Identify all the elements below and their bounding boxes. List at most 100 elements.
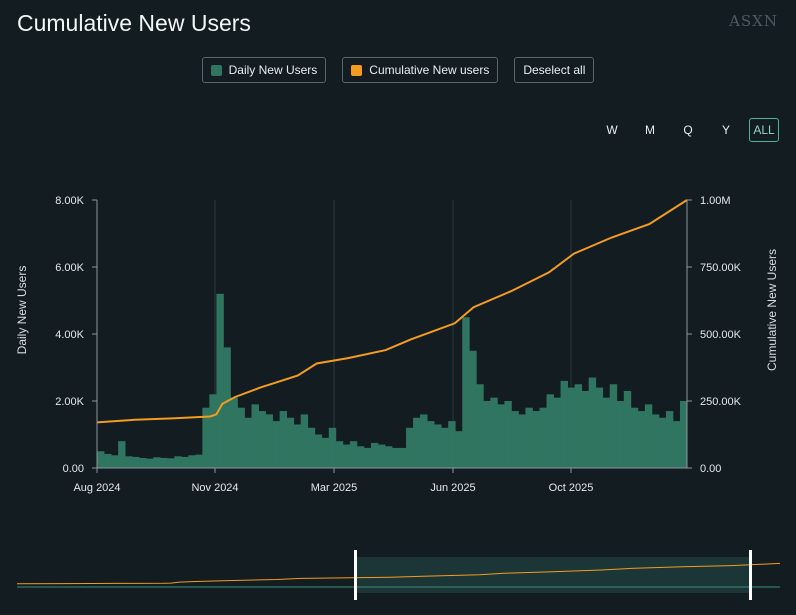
daily-bar (441, 427, 449, 468)
daily-bar (504, 401, 512, 468)
legend-cumulative-swatch (351, 64, 363, 76)
daily-bar (258, 411, 266, 468)
axes: Aug 2024 Nov 2024 Mar 2025 Jun 2025 Oct 2025… (55, 195, 741, 494)
daily-bar (434, 424, 442, 468)
legend-daily-new-users-button[interactable]: Daily New Users (201, 57, 327, 83)
range-button-month[interactable]: M (645, 123, 655, 137)
daily-bar (525, 407, 533, 468)
y-right-axis-label: Cumulative New Users (765, 249, 779, 371)
daily-bar (125, 456, 133, 468)
daily-bar (328, 427, 337, 468)
legend-cumulative-label: Cumulative New users (369, 63, 490, 77)
daily-bar (160, 457, 168, 468)
daily-bar (293, 424, 302, 468)
x-tick-label: Jun 2025 (430, 482, 475, 494)
range-button-quarter[interactable]: Q (683, 123, 693, 137)
y-right-tick-label: 750.00K (700, 262, 742, 274)
daily-bar (279, 411, 288, 468)
daily-bar (560, 380, 568, 468)
daily-bar (406, 427, 414, 468)
daily-bar (532, 411, 540, 468)
daily-bar (384, 446, 393, 468)
daily-bar (202, 407, 210, 468)
daily-bars (97, 293, 688, 469)
y-left-tick-label: 4.00K (55, 329, 84, 341)
daily-bar (420, 414, 428, 468)
daily-bar (658, 417, 667, 468)
navigator-right-handle[interactable] (749, 550, 752, 600)
deselect-all-button[interactable]: Deselect all (514, 57, 595, 83)
legend: Daily New Users Cumulative New users Des… (0, 57, 796, 83)
daily-bar (335, 441, 344, 468)
daily-bar (399, 447, 407, 468)
daily-bar (490, 397, 498, 468)
daily-bar (321, 437, 330, 468)
daily-bar (216, 293, 224, 468)
daily-bar (188, 455, 196, 468)
cumulative-line (96, 199, 688, 424)
range-button-all[interactable]: ALL (749, 118, 779, 142)
y-right-tick-label: 0.00 (700, 463, 721, 475)
daily-bar (609, 384, 618, 468)
navigator-cumulative-line (16, 562, 781, 585)
navigator-selection[interactable] (356, 557, 751, 593)
daily-bar (392, 447, 400, 468)
daily-bar (567, 387, 576, 468)
daily-bar (139, 457, 147, 468)
daily-bar (265, 414, 273, 468)
legend-cumulative-button[interactable]: Cumulative New users (342, 57, 499, 83)
daily-bar (118, 441, 126, 468)
daily-bar (574, 384, 583, 468)
daily-bar (363, 447, 372, 468)
daily-bar (104, 453, 112, 468)
daily-bar (469, 350, 477, 468)
y-left-tick-label: 6.00K (55, 262, 84, 274)
daily-bar (665, 411, 674, 468)
daily-bar (672, 421, 681, 468)
daily-bar (413, 417, 421, 468)
x-tick-label: Mar 2025 (311, 482, 357, 494)
daily-bar (314, 434, 323, 468)
range-button-year[interactable]: Y (721, 123, 730, 137)
legend-daily-swatch (210, 64, 222, 76)
daily-bar (342, 444, 351, 468)
daily-bar (356, 446, 365, 468)
y-left-tick-label: 0.00 (63, 463, 84, 475)
brand-watermark: ASXN (729, 12, 778, 30)
daily-bar (644, 404, 653, 468)
daily-bar (349, 441, 358, 468)
daily-bar (497, 404, 505, 468)
deselect-all-label: Deselect all (523, 63, 586, 77)
x-tick-label: Nov 2024 (191, 482, 238, 494)
daily-bar (272, 421, 281, 468)
y-right-tick-label: 500.00K (700, 329, 742, 341)
daily-bar (651, 414, 660, 468)
daily-bar (679, 401, 688, 468)
daily-bar (546, 394, 554, 468)
daily-bar (427, 421, 435, 468)
chart-title: Cumulative New Users (17, 10, 251, 36)
range-button-week[interactable]: W (606, 123, 618, 137)
daily-bar (181, 456, 189, 468)
daily-bar (539, 407, 547, 468)
daily-bar (518, 414, 526, 468)
daily-bar (511, 411, 519, 468)
daily-bar (448, 421, 456, 468)
daily-bar (370, 442, 379, 469)
navigator-left-handle[interactable] (354, 550, 357, 600)
daily-bar (476, 384, 484, 468)
daily-bar (167, 458, 175, 468)
daily-bar (377, 444, 386, 468)
y-left-tick-label: 8.00K (55, 195, 84, 207)
daily-bar (602, 397, 611, 468)
daily-bar (462, 317, 470, 468)
daily-bar (132, 456, 140, 468)
daily-bar (237, 407, 245, 468)
daily-bar (616, 401, 625, 468)
daily-bar (153, 457, 161, 468)
daily-bar (553, 397, 561, 468)
navigator (16, 550, 781, 600)
daily-bar (455, 431, 463, 468)
y-right-tick-label: 250.00K (700, 396, 742, 408)
daily-bar (630, 407, 639, 468)
